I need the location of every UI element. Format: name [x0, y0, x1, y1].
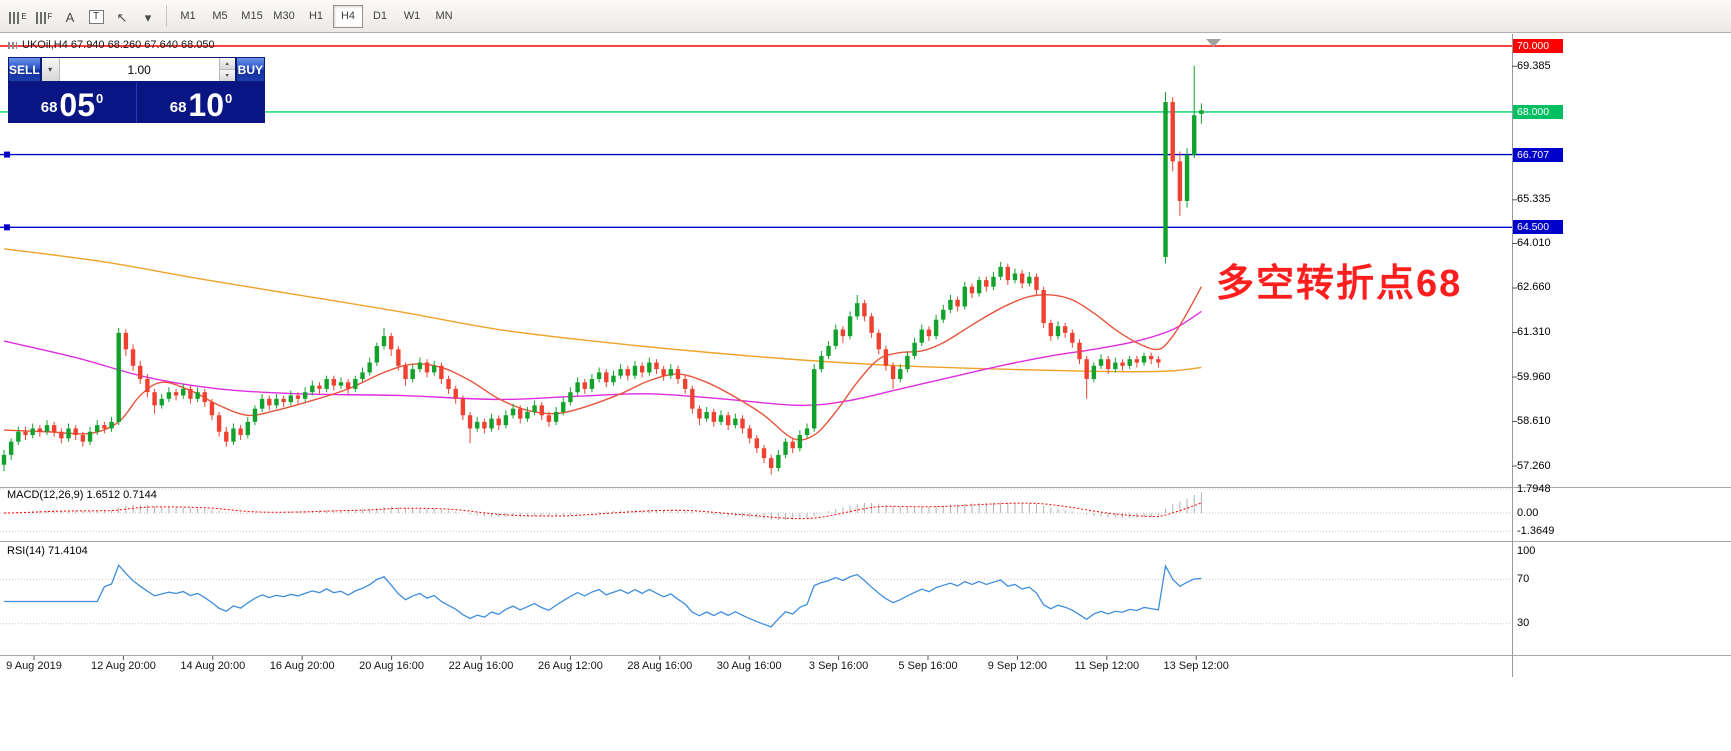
buy-price[interactable]: 68 10 0 — [136, 82, 265, 123]
sell-price-prefix: 68 — [40, 99, 58, 116]
timeframe-m30[interactable]: M30 — [273, 10, 295, 22]
toolbar-separator — [166, 5, 167, 27]
time-axis-label: 14 Aug 20:00 — [180, 660, 246, 672]
time-axis-label: 16 Aug 20:00 — [269, 660, 335, 672]
rsi-axis-label: 70 — [1517, 572, 1530, 585]
rsi-axis-label: 30 — [1517, 617, 1530, 630]
pointer-tools-icon[interactable]: ↖ — [116, 10, 128, 25]
price-axis-label: 65.335 — [1517, 193, 1551, 206]
timeframe-m5[interactable]: M5 — [212, 10, 228, 22]
price-line-badge: 70.000 — [1513, 39, 1563, 53]
time-axis-label: 30 Aug 16:00 — [716, 660, 782, 672]
price-axis-label: 57.260 — [1517, 459, 1551, 472]
symbol-ohlc-line: UKOil,H4 67.940 68.260 67.640 68.050 — [8, 39, 215, 51]
one-click-trading-panel: SELL ▾ ▴ ▾ BUY 68 05 0 68 10 0 — [8, 57, 265, 123]
chart-mini-icon — [8, 41, 17, 49]
sell-price[interactable]: 68 05 0 — [8, 82, 136, 123]
tools-dropdown-caret-icon[interactable]: ▾ — [144, 10, 152, 25]
price-line-badge: 64.500 — [1513, 220, 1563, 235]
volume-down-icon[interactable]: ▾ — [219, 69, 235, 81]
textbox-t-icon[interactable]: T — [83, 4, 109, 28]
time-axis-label: 26 Aug 12:00 — [537, 660, 603, 672]
time-axis-label: 12 Aug 20:00 — [90, 660, 156, 672]
chart-annotation-text: 多空转折点68 — [1216, 263, 1463, 305]
buy-price-sup: 0 — [225, 91, 233, 106]
rsi-label: RSI(14) 71.4104 — [7, 545, 88, 557]
top-toolbar: E F A T ↖ ▾ M1 M5 M15 M30 H1 H4 D1 W1 MN — [0, 0, 1731, 33]
volume-control: ▾ ▴ ▾ — [40, 57, 236, 82]
macd-axis-label: 0.00 — [1517, 506, 1539, 519]
price-axis-label: 64.010 — [1517, 236, 1551, 249]
timeframe-m1[interactable]: M1 — [180, 10, 196, 22]
rsi-axis-label: 100 — [1517, 545, 1536, 557]
time-axis-label: 5 Sep 16:00 — [898, 660, 958, 672]
sell-price-big: 05 — [59, 86, 96, 123]
time-axis-label: 9 Sep 12:00 — [987, 660, 1048, 672]
timeframe-h1[interactable]: H1 — [308, 10, 324, 22]
chart-indicator-f-icon[interactable]: F — [31, 4, 57, 28]
price-axis-label: 62.660 — [1517, 281, 1551, 294]
timeframe-m15[interactable]: M15 — [241, 10, 263, 22]
time-axis-label: 11 Sep 12:00 — [1074, 660, 1140, 672]
trade-buttons-row: SELL ▾ ▴ ▾ BUY — [8, 57, 265, 82]
price-axis-label: 59.960 — [1517, 370, 1551, 383]
macd-label: MACD(12,26,9) 1.6512 0.7144 — [7, 489, 157, 501]
buy-price-prefix: 68 — [169, 99, 187, 116]
time-axis-label: 22 Aug 16:00 — [448, 660, 514, 672]
time-axis-label: 13 Sep 12:00 — [1163, 660, 1229, 672]
time-axis-label: 28 Aug 16:00 — [627, 660, 693, 672]
volume-spinner: ▴ ▾ — [218, 58, 235, 81]
price-line-badge: 66.707 — [1513, 147, 1563, 162]
timeframe-d1[interactable]: D1 — [372, 10, 388, 22]
buy-button[interactable]: BUY — [235, 57, 265, 82]
price-axis-label: 58.610 — [1517, 415, 1551, 428]
buy-price-big: 10 — [188, 86, 225, 123]
macd-axis-label: -1.3649 — [1517, 524, 1555, 537]
text-label-a-icon[interactable]: A — [65, 10, 75, 25]
timeframe-group: M1 M5 M15 M30 H1 H4 D1 W1 MN — [172, 4, 460, 28]
timeframe-mn[interactable]: MN — [435, 10, 453, 22]
time-axis-label: 3 Sep 16:00 — [808, 660, 869, 672]
time-axis-label: 9 Aug 2019 — [6, 660, 62, 672]
price-axis-label: 61.310 — [1517, 326, 1551, 338]
price-line-badge: 68.000 — [1513, 104, 1563, 119]
time-axis-label: 20 Aug 16:00 — [359, 660, 425, 672]
sell-price-sup: 0 — [96, 91, 104, 106]
volume-up-icon[interactable]: ▴ — [219, 58, 235, 69]
timeframe-h4[interactable]: H4 — [333, 4, 363, 28]
chart-indicator-e-icon[interactable]: E — [5, 4, 31, 28]
volume-input[interactable] — [59, 58, 219, 81]
timeframe-w1[interactable]: W1 — [403, 10, 421, 22]
macd-axis-label: 1.7948 — [1517, 482, 1551, 495]
price-axis-label: 69.385 — [1517, 59, 1551, 72]
volume-dropdown-caret-icon[interactable]: ▾ — [41, 58, 60, 81]
trade-prices-row: 68 05 0 68 10 0 — [8, 82, 265, 123]
symbol-ohlc-text: UKOil,H4 67.940 68.260 67.640 68.050 — [22, 39, 215, 51]
sell-button[interactable]: SELL — [8, 57, 41, 82]
drawing-icon-group: E F A T ↖ ▾ — [5, 4, 161, 28]
